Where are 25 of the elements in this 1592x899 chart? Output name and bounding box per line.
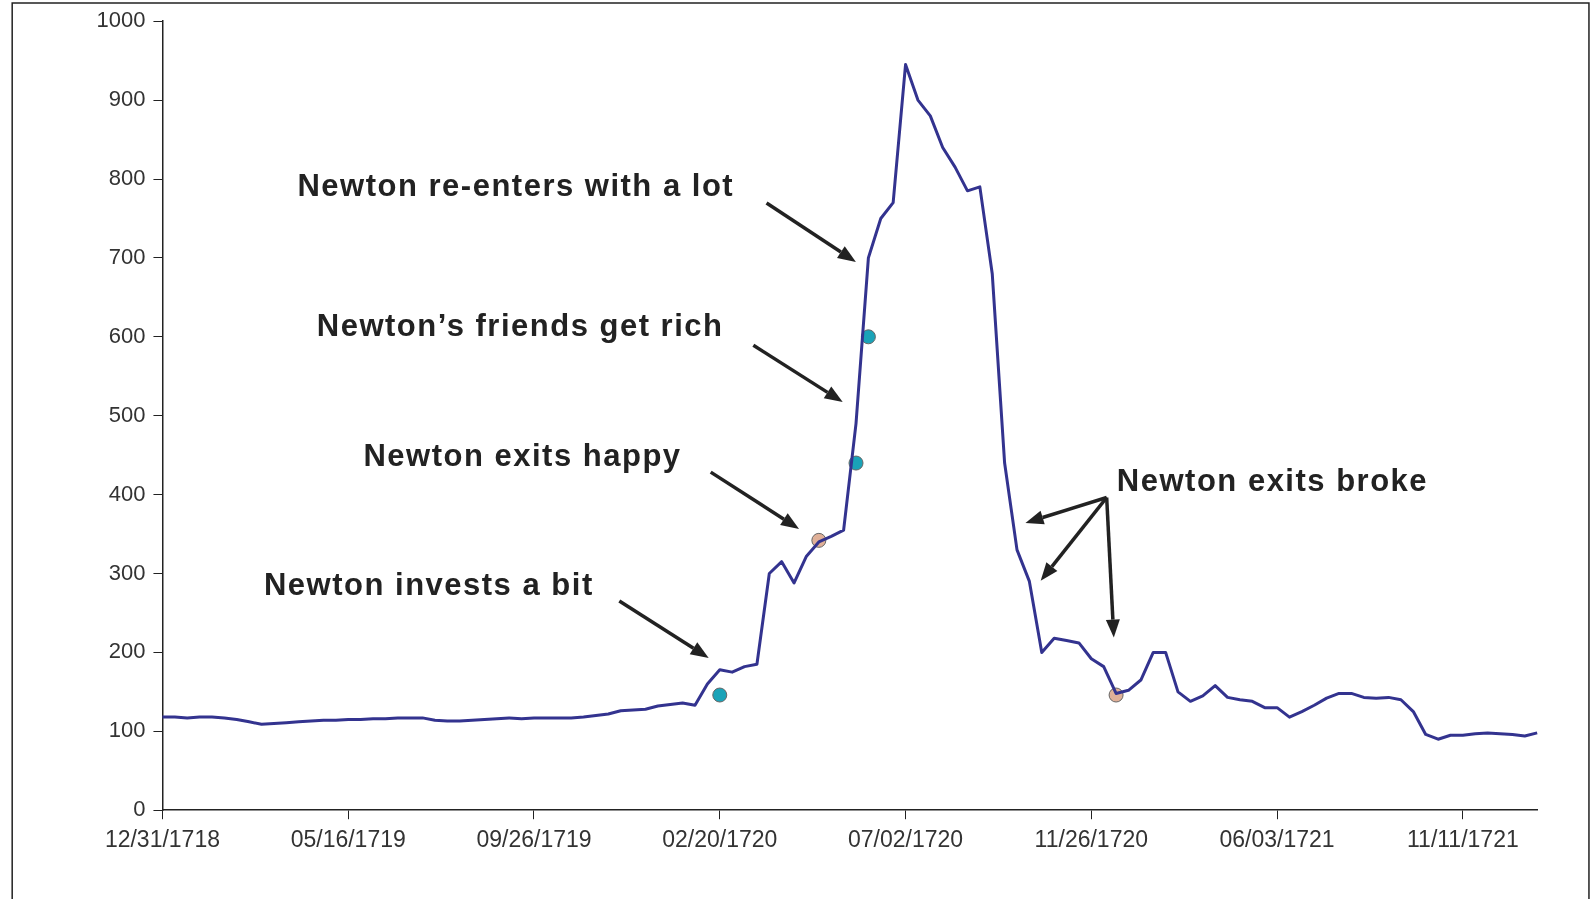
y-tick-label: 1000	[96, 7, 146, 33]
y-tick-label: 100	[108, 717, 146, 743]
point	[712, 687, 728, 703]
x-tick-label: 02/20/1720	[662, 826, 778, 853]
y-tick-label: 200	[108, 638, 146, 664]
x-tick-label: 11/11/1721	[1407, 826, 1519, 853]
y-tick-label: 700	[108, 243, 146, 269]
y-tick-label: 600	[108, 322, 146, 348]
x-tick-label: 12/31/1718	[104, 826, 221, 853]
annotation: Newton re-enters with a lot	[297, 168, 735, 204]
x-tick-label: 11/26/1720	[1034, 826, 1149, 853]
annotation: Newton invests a bit	[263, 567, 594, 603]
y-tick-label: 400	[108, 480, 146, 506]
x-tick-label: 07/02/1720	[847, 826, 964, 853]
y-tick-label: 800	[108, 165, 146, 191]
y-tick-label: 500	[108, 401, 146, 427]
x-tick-label: 09/26/1719	[476, 826, 592, 853]
annotation: Newton exits happy	[363, 438, 682, 474]
x-tick-label: 05/16/1719	[290, 826, 406, 853]
x-tick-label: 06/03/1721	[1219, 826, 1335, 853]
y-tick-label: 0	[133, 796, 146, 822]
y-tick-label: 300	[108, 559, 146, 585]
annotation: Newton’s friends get rich	[316, 308, 724, 344]
y-tick-label: 900	[108, 86, 146, 112]
annotation: Newton exits broke	[1116, 462, 1429, 498]
